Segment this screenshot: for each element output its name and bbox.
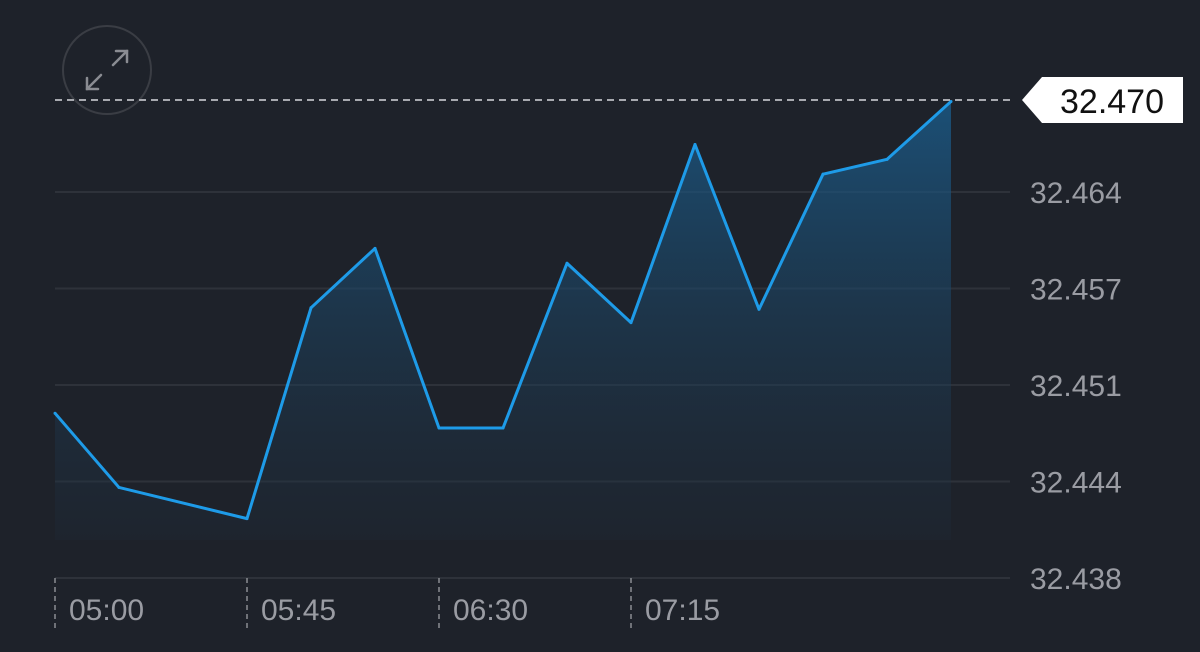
- data-point: [309, 306, 313, 310]
- y-tick-label: 32.451: [1030, 370, 1122, 403]
- data-point: [885, 157, 889, 161]
- data-point: [373, 246, 377, 250]
- x-tick-label: 07:15: [645, 594, 720, 627]
- data-point: [757, 307, 761, 311]
- data-point: [53, 411, 57, 415]
- data-point: [693, 142, 697, 146]
- current-value-label: 32.470: [1060, 83, 1164, 121]
- expand-arrows-icon: [85, 49, 129, 91]
- data-point: [629, 321, 633, 325]
- data-point: [501, 426, 505, 430]
- data-point: [245, 517, 249, 521]
- y-tick-label: 32.464: [1030, 177, 1122, 210]
- x-tick-label: 05:45: [261, 594, 336, 627]
- price-line: [53, 100, 953, 521]
- area-fill: [55, 101, 951, 540]
- y-tick-label: 32.438: [1030, 563, 1122, 596]
- data-point: [949, 99, 953, 103]
- y-tick-label: 32.457: [1030, 274, 1122, 307]
- data-point: [117, 485, 121, 489]
- current-value-tag: 32.470: [55, 77, 1183, 123]
- data-point: [565, 261, 569, 265]
- x-tick-label: 06:30: [453, 594, 528, 627]
- data-point: [821, 172, 825, 176]
- expand-button[interactable]: [62, 25, 152, 115]
- x-tick-label: 05:00: [69, 594, 144, 627]
- data-point: [437, 426, 441, 430]
- y-tick-label: 32.444: [1030, 467, 1122, 500]
